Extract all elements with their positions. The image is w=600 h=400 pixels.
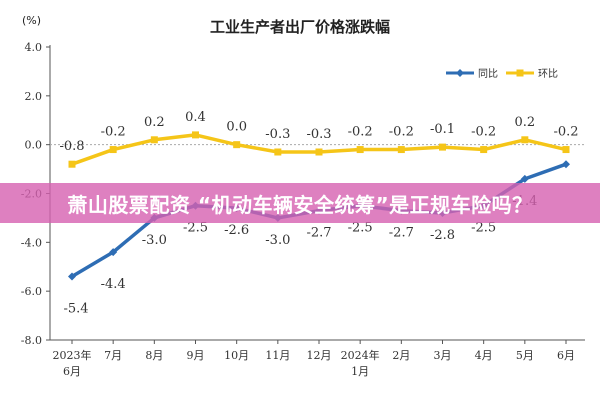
x-tick-label: 3月 <box>434 349 452 362</box>
x-tick-label: 4月 <box>475 349 493 362</box>
legend-marker <box>456 69 464 77</box>
data-label: -3.0 <box>265 233 290 248</box>
data-point <box>68 272 76 281</box>
data-label: -2.7 <box>389 226 414 241</box>
x-tick-label: 5月 <box>516 349 534 362</box>
data-label: -5.4 <box>63 302 88 317</box>
y-tick-label: -4.0 <box>21 236 42 249</box>
data-label: -0.1 <box>430 122 455 137</box>
y-tick-label: -8.0 <box>21 334 42 347</box>
data-label: -2.5 <box>348 221 373 236</box>
data-point <box>109 146 117 154</box>
data-label: 0.2 <box>514 115 535 130</box>
data-point <box>521 136 529 144</box>
data-point <box>150 136 158 144</box>
y-tick-label: 2.0 <box>25 90 43 103</box>
data-point <box>520 174 529 183</box>
data-label: 0.2 <box>144 115 165 130</box>
x-tick-label: 6月 <box>63 365 81 378</box>
data-label: -0.2 <box>389 125 414 140</box>
data-label: -2.7 <box>306 226 331 241</box>
x-ticks: 2023年 6月 7月 8月 9月 10月 11月 12月 2024年 1月 2月 3月 4月 5月 6月 <box>53 340 575 378</box>
x-tick-label: 1月 <box>351 365 369 378</box>
data-label: -0.2 <box>553 125 578 140</box>
data-label: -4.4 <box>101 277 126 292</box>
data-label: -2.5 <box>183 221 208 236</box>
x-tick-label: 11月 <box>265 349 290 362</box>
data-label: -3.0 <box>142 233 167 248</box>
data-point <box>274 148 282 156</box>
data-point <box>562 146 570 154</box>
data-label: -2.6 <box>224 223 249 238</box>
y-axis-unit: (%) <box>22 14 41 27</box>
x-tick-label: 10月 <box>224 349 249 362</box>
data-label: 0.0 <box>226 120 247 135</box>
legend-label: 环比 <box>538 68 558 80</box>
data-point <box>315 148 323 156</box>
data-point <box>397 146 405 154</box>
data-point <box>68 160 76 168</box>
data-label: -0.2 <box>471 125 496 140</box>
legend-label: 同比 <box>478 68 498 80</box>
y-tick-label: -6.0 <box>21 285 42 298</box>
data-label: -2.5 <box>471 221 496 236</box>
y-tick-label: 0.0 <box>25 139 43 152</box>
x-tick-label: 8月 <box>145 349 163 362</box>
data-point <box>233 141 241 149</box>
data-point <box>439 143 446 151</box>
data-label: -0.2 <box>101 125 126 140</box>
x-tick-label: 12月 <box>307 349 332 362</box>
data-point <box>356 146 364 154</box>
data-point <box>480 146 488 154</box>
ad-banner[interactable]: 萧山股票配资 “机动车辆安全统筹”是正规车险吗？ <box>0 183 600 223</box>
y-tick-label: 4.0 <box>25 41 43 54</box>
data-label: -0.3 <box>265 127 290 142</box>
data-label: -2.8 <box>430 228 455 243</box>
data-point <box>192 131 199 139</box>
x-tick-label: 2023年 <box>53 348 92 362</box>
x-tick-label: 7月 <box>104 349 122 362</box>
x-tick-label: 2月 <box>392 349 410 362</box>
data-label: 0.4 <box>185 110 206 125</box>
data-point <box>562 160 570 169</box>
x-tick-label: 6月 <box>557 349 575 362</box>
data-label: -0.2 <box>348 125 373 140</box>
x-tick-label: 2024年 <box>341 348 380 362</box>
x-tick-label: 9月 <box>187 349 205 362</box>
data-label: -0.8 <box>59 139 84 154</box>
data-label: -0.3 <box>306 127 331 142</box>
chart-title: 工业生产者出厂价格涨跌幅 <box>210 18 390 36</box>
legend: 同比 环比 <box>446 68 558 80</box>
legend-marker <box>516 69 524 77</box>
data-point <box>109 248 118 257</box>
